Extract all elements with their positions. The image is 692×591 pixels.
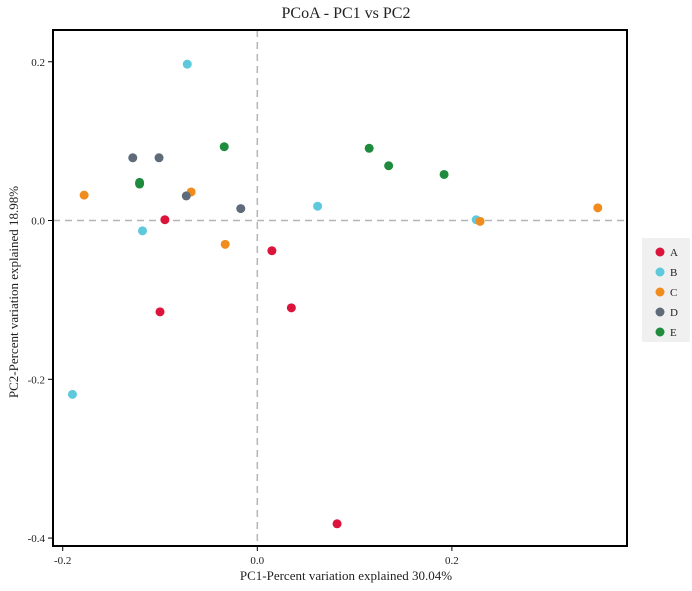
x-axis-title: PC1-Percent variation explained 30.04%	[240, 568, 452, 583]
y-tick-label: -0.4	[28, 533, 46, 545]
legend-marker-d	[655, 307, 665, 317]
x-tick-label: 0.0	[250, 555, 264, 567]
data-point-a	[286, 303, 296, 313]
plot-area: -0.2 0.0 0.2 -0.4 -0.2 0.0 0.2	[28, 29, 628, 567]
legend-label-b: B	[670, 267, 677, 279]
data-point-c	[220, 239, 230, 249]
y-axis-title: PC2-Percent variation explained 18.98%	[6, 186, 21, 398]
data-point-c	[593, 203, 603, 213]
data-point-d	[181, 191, 191, 201]
y-tick-label: 0.0	[31, 216, 45, 228]
data-point-b	[138, 226, 148, 236]
y-tick-label: -0.2	[28, 374, 45, 386]
data-point-e	[135, 177, 145, 187]
x-tick-label: 0.2	[445, 555, 459, 567]
data-point-a	[160, 215, 170, 225]
plot-frame	[52, 29, 628, 547]
data-point-b	[67, 389, 77, 399]
y-tick-label: 0.2	[31, 57, 45, 69]
data-point-b	[313, 201, 323, 211]
legend-marker-b	[655, 267, 665, 277]
legend-label-d: D	[670, 307, 678, 319]
data-point-e	[364, 143, 374, 153]
legend-label-e: E	[670, 327, 677, 339]
x-tick-label: -0.2	[54, 555, 71, 567]
data-point-e	[384, 161, 394, 171]
legend-marker-a	[655, 247, 665, 257]
data-point-a	[267, 246, 277, 256]
data-point-e	[219, 142, 229, 152]
legend-marker-c	[655, 287, 665, 297]
data-point-a	[155, 307, 165, 317]
legend-background	[642, 238, 690, 342]
data-point-c	[79, 190, 89, 200]
data-point-d	[128, 153, 138, 163]
chart-title: PCoA - PC1 vs PC2	[282, 5, 411, 22]
data-point-d	[154, 153, 164, 163]
legend-marker-e	[655, 327, 665, 337]
legend-label-a: A	[670, 247, 678, 259]
data-point-b	[182, 59, 192, 69]
legend-label-c: C	[670, 287, 677, 299]
data-point-e	[439, 169, 449, 179]
data-point-d	[236, 204, 246, 214]
data-point-a	[332, 519, 342, 529]
data-point-c	[475, 216, 485, 226]
